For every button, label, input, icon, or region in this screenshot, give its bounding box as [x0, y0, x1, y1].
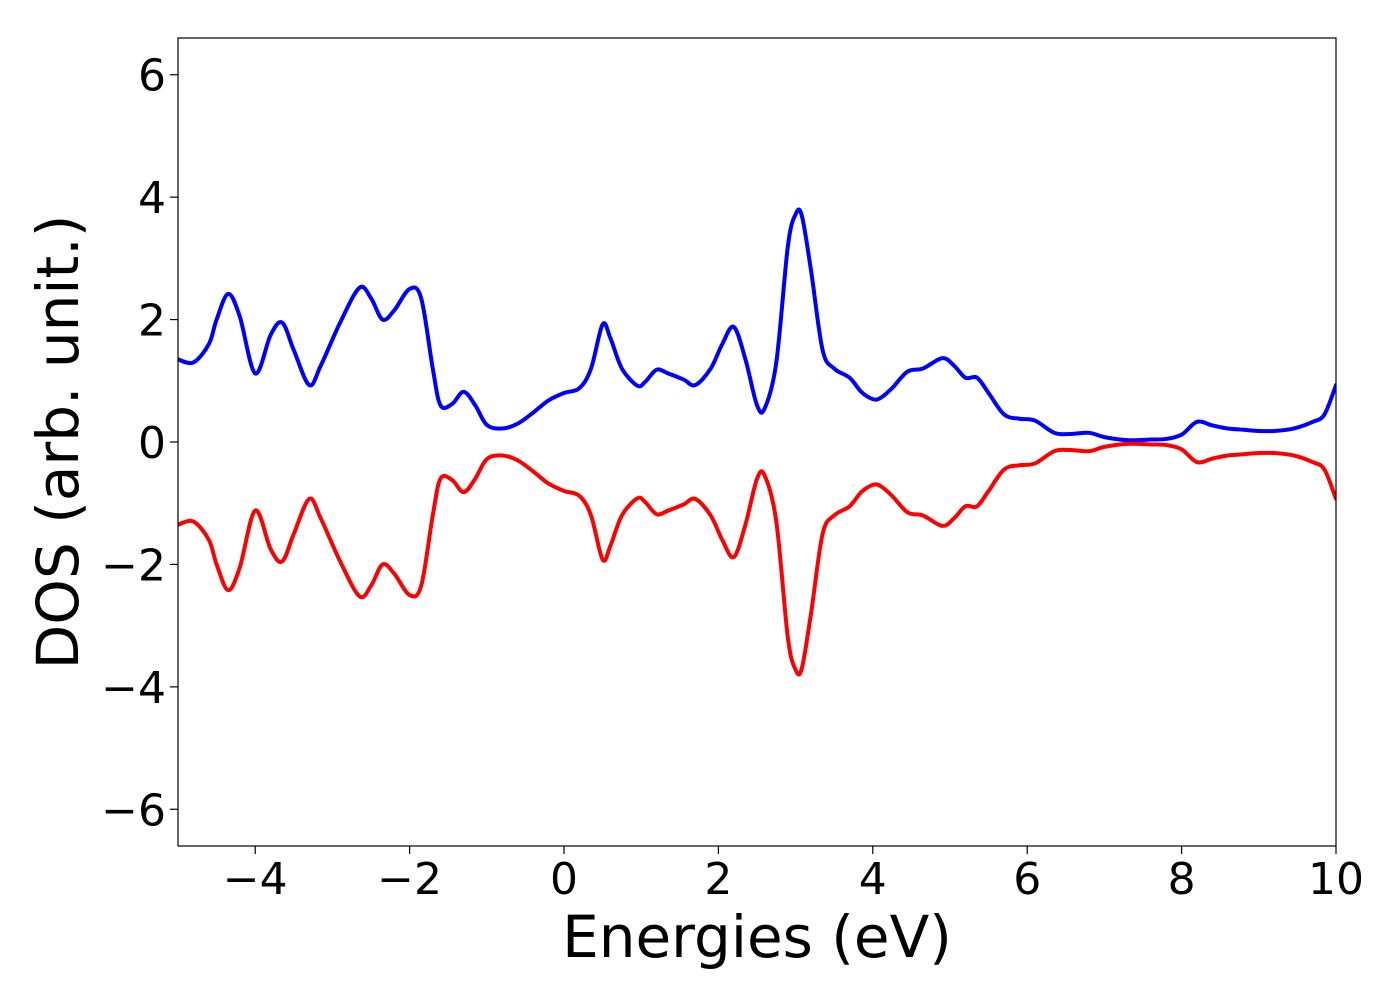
x-tick-label: 2	[704, 854, 732, 905]
x-tick-label: 8	[1168, 854, 1196, 905]
y-tick-label: 4	[138, 173, 166, 224]
y-tick-label: −2	[101, 540, 166, 591]
y-tick-label: 2	[138, 296, 166, 347]
y-axis-label: DOS (arb. unit.)	[24, 215, 92, 670]
x-tick-label: −2	[377, 854, 442, 905]
series-layer	[178, 207, 1336, 677]
y-tick-label: 6	[138, 51, 166, 102]
series-line-spin-down	[178, 441, 1336, 677]
x-tick-label: 4	[859, 854, 887, 905]
y-tick-label: −6	[101, 785, 166, 836]
x-axis-label: Energies (eV)	[562, 903, 952, 971]
series-line-spin-up	[178, 207, 1336, 443]
y-tick-label: −4	[101, 663, 166, 714]
x-tick-label: 6	[1013, 854, 1041, 905]
x-axis: −4 −2 0 2 4 6 8 10	[223, 846, 1364, 905]
x-tick-label: −4	[223, 854, 288, 905]
y-tick-label: 0	[138, 418, 166, 469]
x-tick-label: 0	[550, 854, 578, 905]
x-tick-label: 10	[1308, 854, 1364, 905]
y-axis: −6 −4 −2 0 2 4 6	[101, 51, 178, 836]
